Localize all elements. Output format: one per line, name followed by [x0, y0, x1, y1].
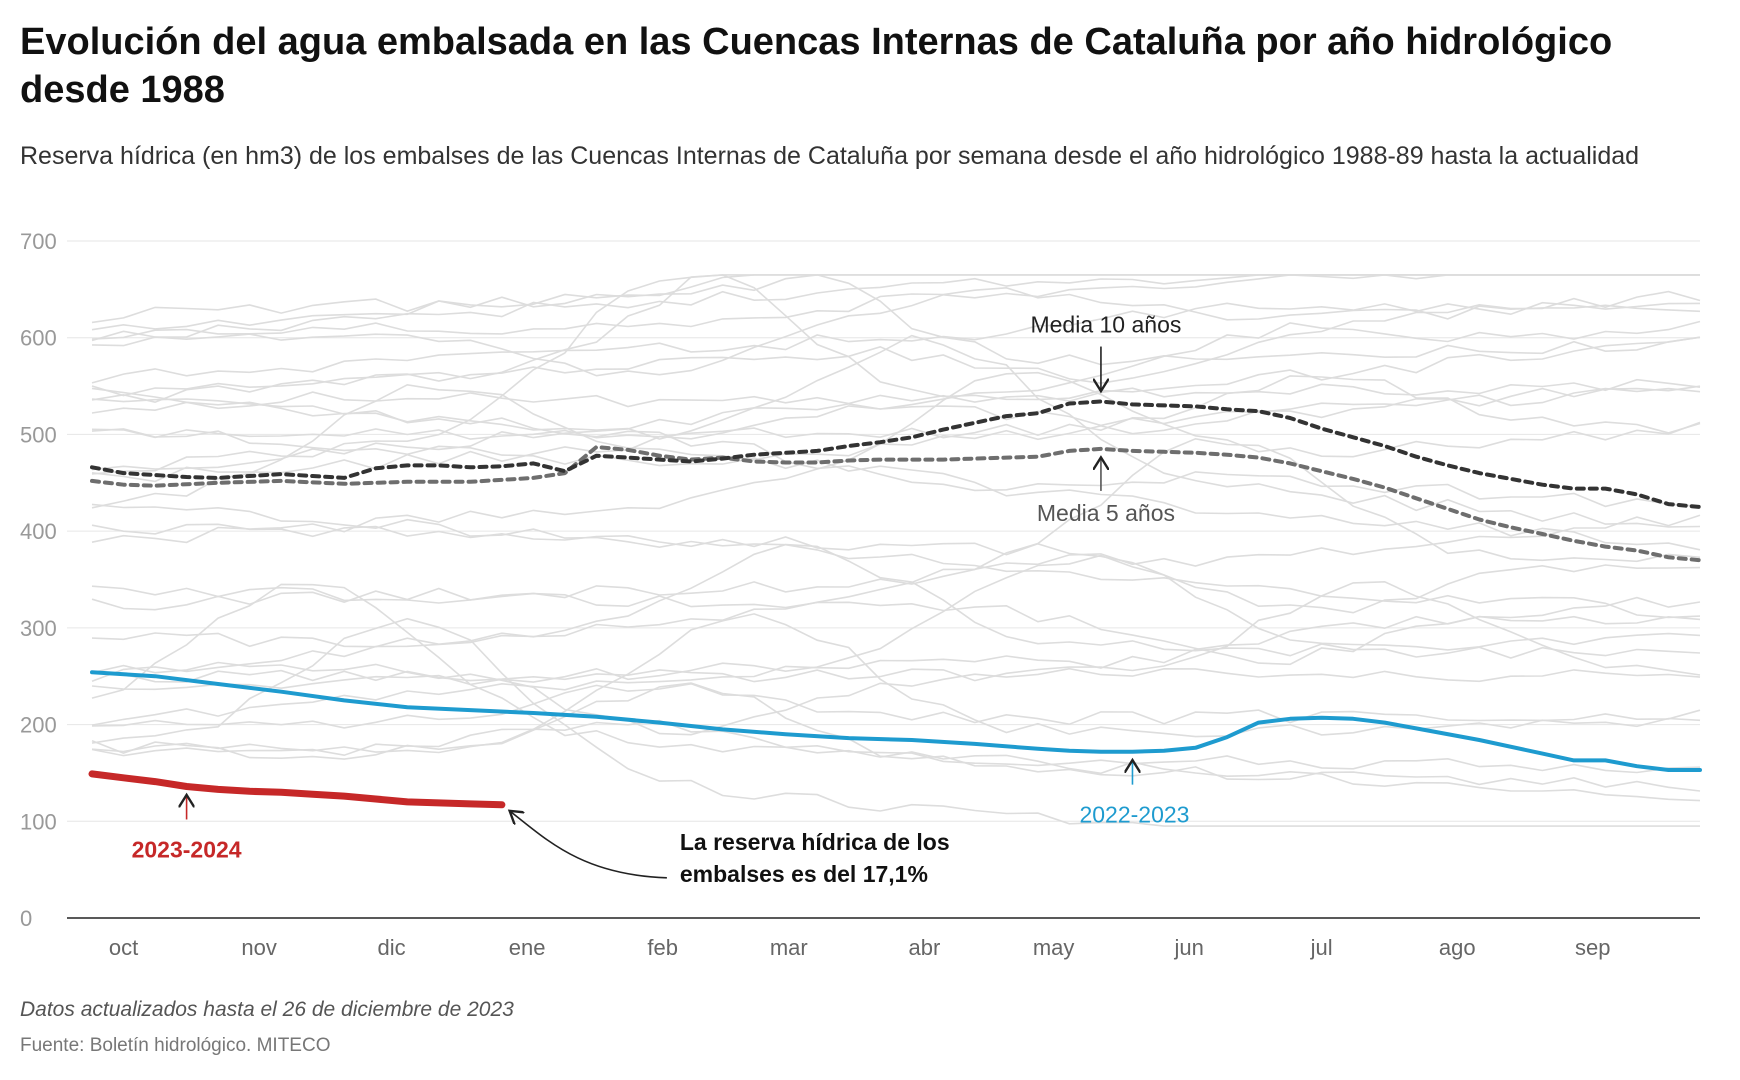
- historical-year-line: [91, 661, 1701, 736]
- previous-year-label: 2022-2023: [1079, 802, 1189, 828]
- x-tick-label: mar: [770, 935, 808, 960]
- historical-year-line: [91, 274, 1700, 342]
- series-layer: [88, 399, 1702, 809]
- historical-year-line: [91, 387, 1701, 483]
- x-tick-label: feb: [647, 935, 678, 960]
- historical-years-layer: [91, 274, 1701, 827]
- line-chart: 0 100 200 300 400 500 600 700 oct nov dic ene feb mar…: [20, 229, 1702, 960]
- x-tick-label: abr: [908, 935, 940, 960]
- update-note: Datos actualizados hasta el 26 de diciem…: [20, 998, 514, 1021]
- historical-year-line: [91, 554, 1701, 691]
- historical-year-line: [91, 286, 1701, 340]
- x-tick-label: ago: [1439, 935, 1476, 960]
- historical-year-line: [91, 437, 1701, 611]
- chart-title: Evolución del agua embalsada en las Cuen…: [20, 21, 1613, 111]
- series-line-2023-2024: [88, 770, 506, 809]
- historical-year-line: [91, 596, 1701, 726]
- historical-year-line: [91, 320, 1701, 471]
- historical-year-line: [91, 682, 1701, 792]
- historical-year-line: [91, 543, 1701, 659]
- x-tick-label: nov: [241, 935, 276, 960]
- x-tick-label: jul: [1310, 935, 1333, 960]
- historical-year-line: [91, 274, 1701, 397]
- historical-year-line: [91, 682, 1701, 729]
- historical-year-line: [91, 378, 1701, 414]
- y-tick-label: 300: [20, 616, 57, 641]
- x-tick-label: may: [1033, 935, 1075, 960]
- y-tick-label: 0: [20, 906, 32, 931]
- historical-year-line: [91, 398, 1701, 508]
- media-10-label: Media 10 años: [1030, 312, 1181, 338]
- historical-year-line: [91, 274, 1700, 377]
- series-line-2022-2023: [90, 670, 1702, 772]
- historical-year-line: [91, 383, 1701, 509]
- y-tick-label: 100: [20, 809, 57, 834]
- callout-text: La reserva hídrica de los embalses es del…: [680, 829, 950, 887]
- historical-year-line: [91, 274, 1701, 475]
- source-note: Fuente: Boletín hidrológico. MITECO: [20, 1035, 331, 1056]
- historical-year-line: [91, 301, 1701, 384]
- historical-year-line: [91, 719, 1701, 774]
- historical-year-line: [91, 613, 1701, 757]
- x-tick-label: ene: [509, 935, 546, 960]
- callout-arrow: [511, 812, 667, 879]
- annotations-layer: Media 10 años Media 5 años 2023-2024 2022-2…: [132, 312, 1190, 887]
- y-tick-label: 600: [20, 326, 57, 351]
- grid-layer: 0 100 200 300 400 500 600 700 oct nov dic ene feb mar…: [20, 229, 1700, 960]
- historical-year-line: [91, 371, 1701, 544]
- media-5-label: Media 5 años: [1037, 500, 1175, 526]
- x-tick-label: jun: [1174, 935, 1204, 960]
- chart-subtitle: Reserva hídrica (en hm3) de los embalses…: [20, 142, 1640, 170]
- series-line-media-5-a-os: [90, 445, 1702, 563]
- x-tick-label: oct: [109, 935, 138, 960]
- historical-year-line: [91, 503, 1701, 619]
- y-tick-label: 500: [20, 422, 57, 447]
- x-tick-label: dic: [377, 935, 405, 960]
- y-tick-label: 200: [20, 713, 57, 738]
- y-tick-label: 700: [20, 229, 57, 254]
- x-tick-label: sep: [1575, 935, 1610, 960]
- historical-year-line: [91, 290, 1701, 404]
- historical-year-line: [91, 428, 1701, 551]
- historical-year-line: [91, 583, 1701, 802]
- historical-year-line: [91, 585, 1701, 666]
- historical-year-line: [91, 617, 1700, 827]
- current-year-label: 2023-2024: [132, 836, 242, 862]
- historical-year-line: [91, 580, 1701, 683]
- y-tick-label: 400: [20, 519, 57, 544]
- series-line-media-10-a-os: [90, 399, 1702, 509]
